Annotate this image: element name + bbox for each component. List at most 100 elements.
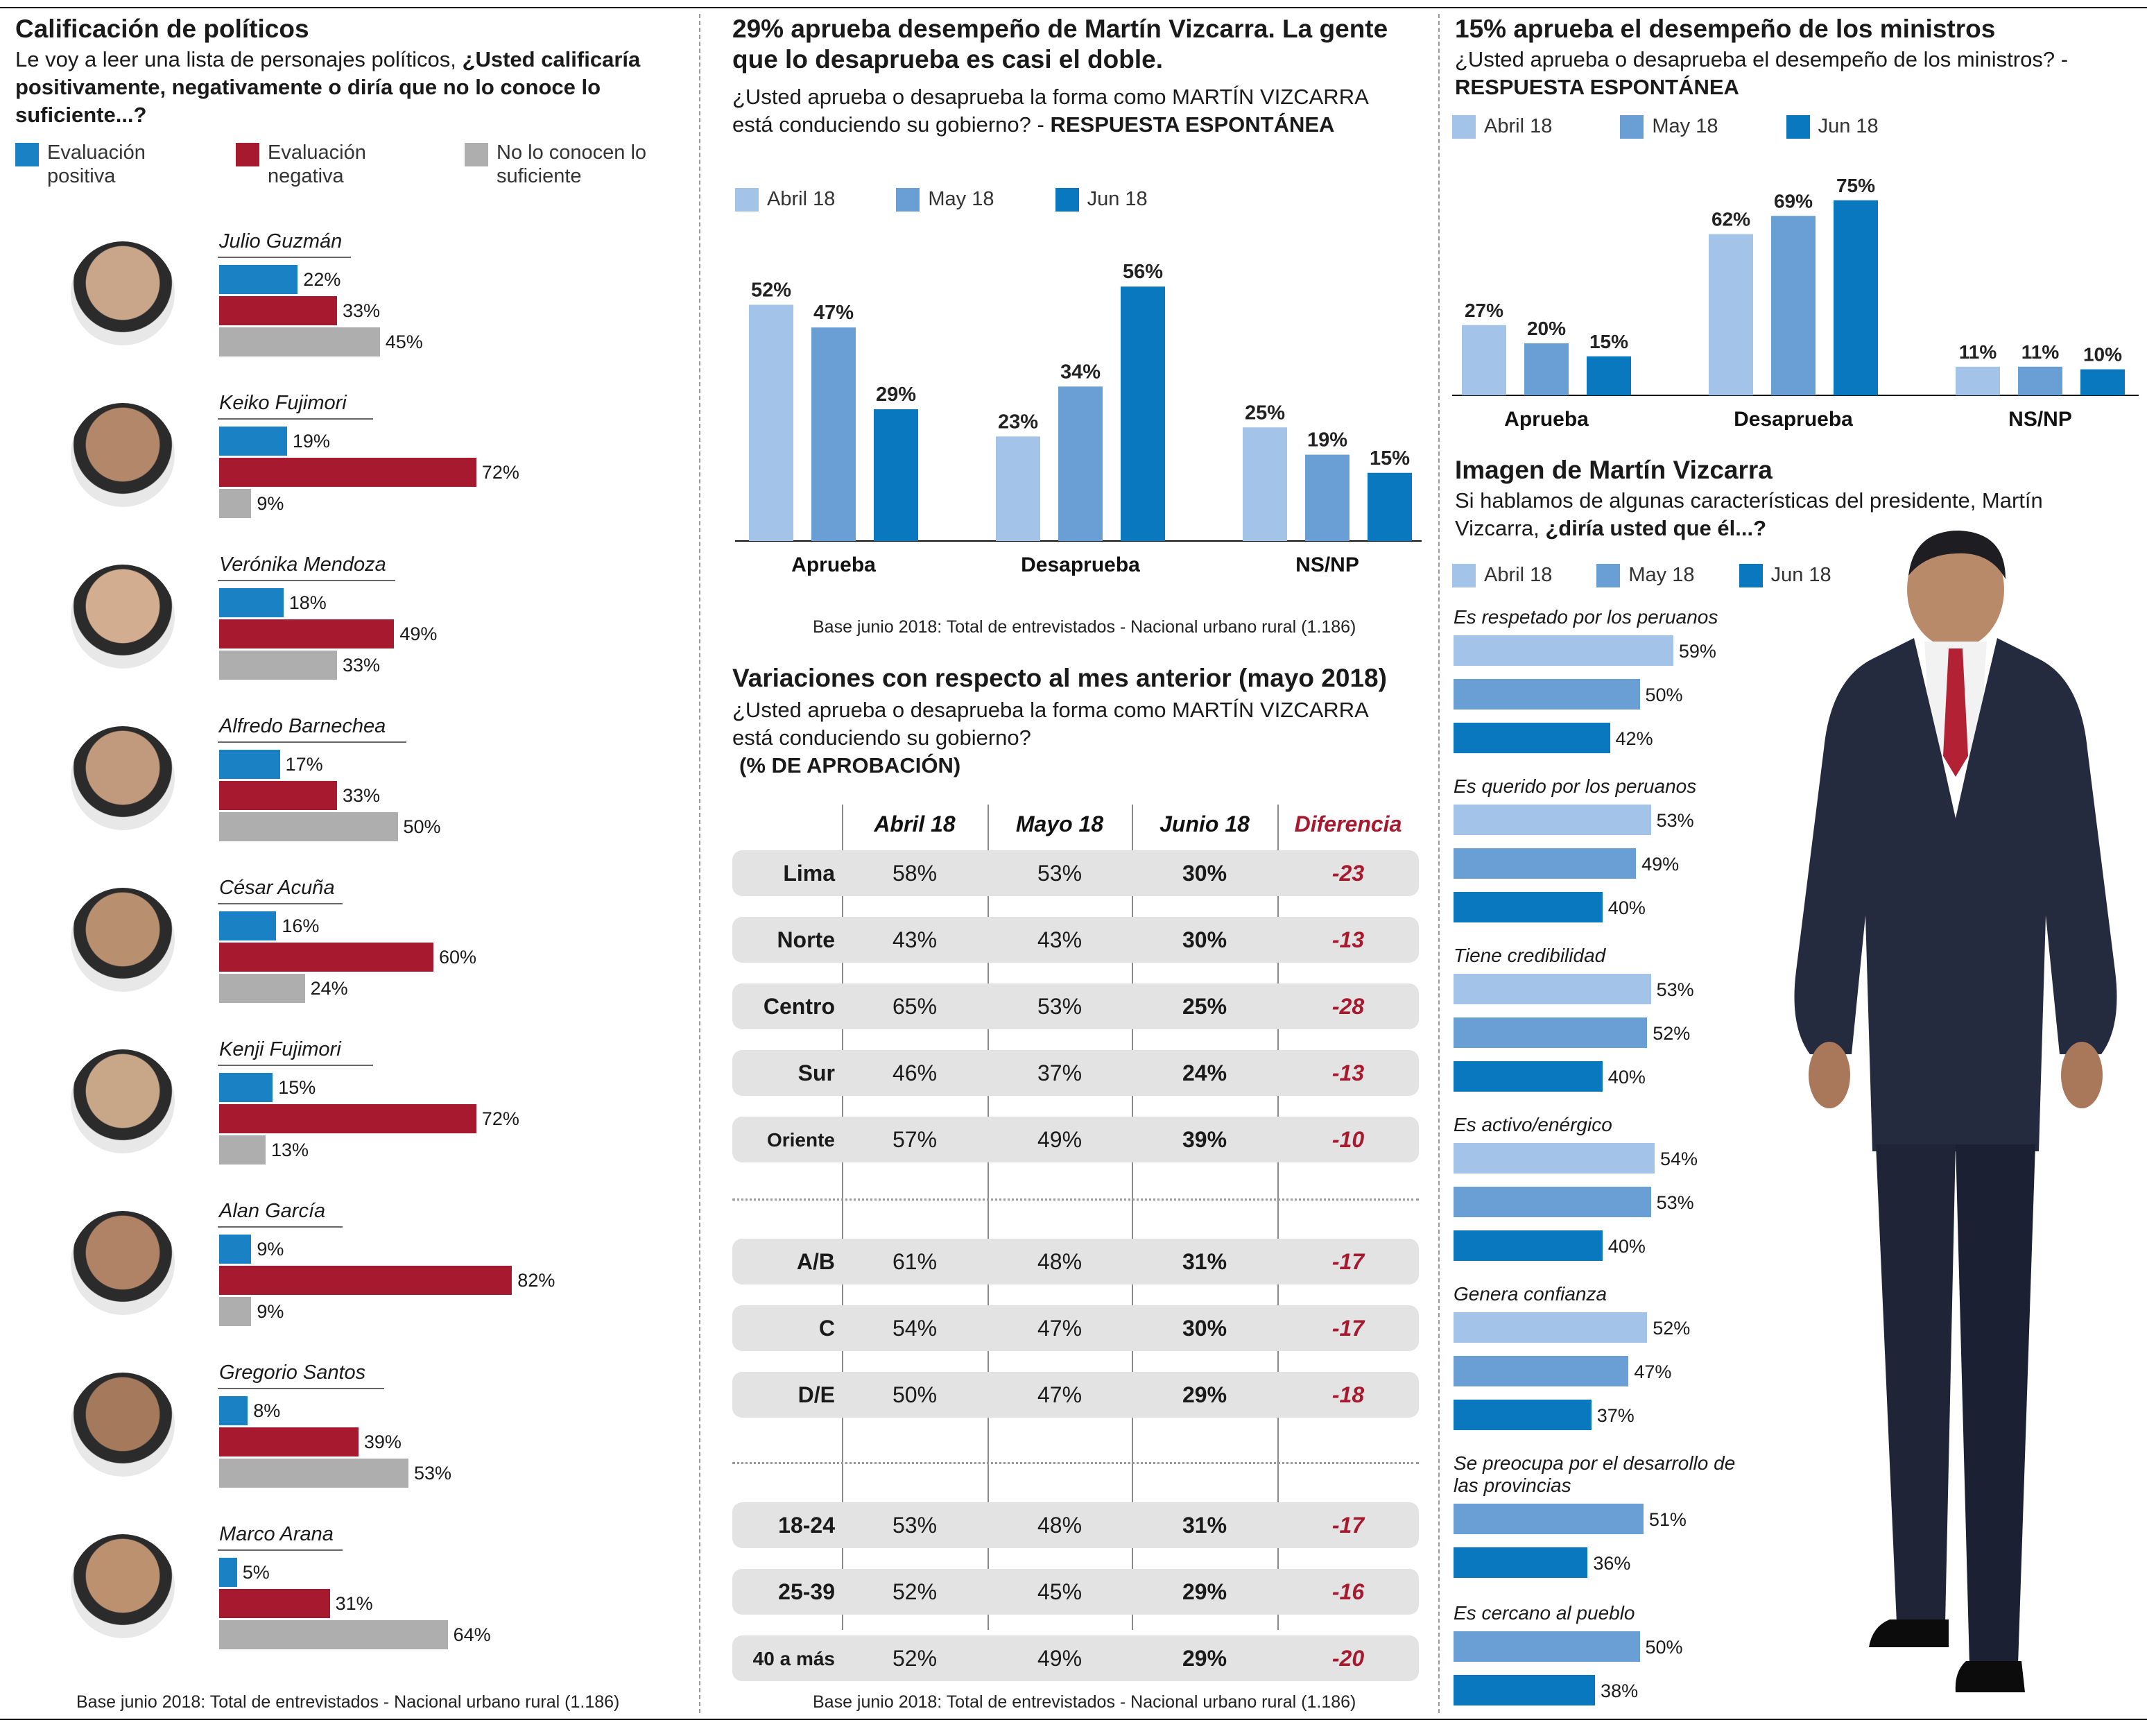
panel1-question-plain: Le voy a leer una lista de personajes po… — [15, 47, 456, 71]
chart-bar — [1305, 454, 1350, 541]
chart-bar — [2018, 366, 2062, 395]
chart-bar — [1834, 200, 1878, 395]
table-cell: -17 — [1331, 1249, 1365, 1274]
table-row — [732, 1239, 1419, 1284]
image-trait-bar — [1454, 1547, 1588, 1578]
chart-value-label: 27% — [1465, 300, 1503, 321]
image-trait-bar — [1454, 679, 1640, 710]
image-trait-value: 51% — [1648, 1509, 1687, 1530]
politician-bar — [219, 458, 476, 487]
politician-bar — [219, 1459, 408, 1488]
politician-bar-label: 13% — [270, 1140, 309, 1160]
image-trait-bar — [1454, 635, 1673, 666]
table-cell: 48% — [1037, 1249, 1083, 1274]
chart-value-label: 11% — [1959, 341, 1997, 363]
image-trait-bar — [1454, 1400, 1592, 1430]
politician-bar — [219, 1266, 512, 1295]
panel5-legend: Abril 18 May 18 Jun 18 — [1452, 563, 1831, 588]
legend-label-mayo: May 18 — [1652, 115, 1718, 137]
table-cell: 30% — [1182, 927, 1227, 952]
table-cell: 40 a más — [752, 1648, 835, 1669]
table-cell: 31% — [1182, 1513, 1227, 1538]
legend-swatch-mayo — [1620, 115, 1644, 139]
table-cell: 49% — [1037, 1127, 1083, 1152]
table-row — [732, 917, 1419, 963]
table-cell: 53% — [1037, 994, 1083, 1019]
politician-name: Alan García — [219, 1200, 326, 1222]
politician-name-underline — [218, 903, 343, 904]
politician-bar — [219, 1620, 448, 1649]
image-trait-value: 40% — [1607, 897, 1646, 918]
politician-bar-label: 5% — [242, 1562, 270, 1583]
table-cell: 18-24 — [778, 1513, 835, 1538]
table-cell: 29% — [1182, 1382, 1227, 1407]
politician-name: Marco Arana — [219, 1523, 334, 1545]
panel3-question-bold: RESPUESTA ESPONTÁNEA — [1455, 75, 1739, 99]
legend-swatch-negative — [236, 143, 259, 166]
table-cell: D/E — [797, 1382, 835, 1407]
table-row — [732, 1050, 1419, 1096]
image-trait-label: Es querido por los peruanos — [1454, 775, 1697, 797]
politician-bar — [219, 1427, 359, 1456]
chart-value-label: 10% — [2083, 344, 2122, 366]
panel2-question-plain: ¿Usted aprueba o desaprueba la forma com… — [732, 85, 1368, 137]
table-cell: 61% — [892, 1249, 938, 1274]
table-cell: -10 — [1331, 1127, 1365, 1152]
chart-value-label: 20% — [1527, 318, 1566, 339]
politician-bar — [219, 974, 305, 1003]
panel2-title: 29% aprueba desempeño de Martín Vizcarra… — [732, 15, 1388, 74]
politician-bar-label: 9% — [257, 493, 284, 514]
politician-bar — [219, 651, 337, 680]
photo-right-shoe — [1955, 1661, 2025, 1692]
panel4-question-bold: (% DE APROBACIÓN) — [739, 753, 961, 777]
table-cell: 52% — [892, 1579, 938, 1604]
panel1-question: Le voy a leer una lista de personajes po… — [15, 46, 681, 129]
chart-category-label: NS/NP — [1295, 553, 1359, 576]
table-cell: -16 — [1331, 1579, 1365, 1604]
image-trait-bar — [1454, 1312, 1648, 1343]
chart-value-label: 56% — [1123, 261, 1163, 283]
legend-swatch-junio — [1786, 115, 1810, 139]
table-cell: C — [818, 1316, 835, 1341]
image-trait-label: Es respetado por los peruanos — [1454, 606, 1718, 628]
table-cell: 53% — [892, 1513, 938, 1538]
table-cell: 50% — [892, 1382, 938, 1407]
table-row — [732, 1305, 1419, 1351]
politician-bar — [219, 1297, 252, 1326]
image-trait-value: 37% — [1596, 1405, 1635, 1426]
politician-bar — [219, 427, 287, 456]
image-trait-bar — [1454, 1356, 1629, 1386]
table-cell: 29% — [1182, 1646, 1227, 1671]
table-row — [732, 1117, 1419, 1162]
politician-bar-label: 33% — [342, 785, 380, 806]
politician-bar-label: 31% — [335, 1593, 373, 1614]
chart-value-label: 47% — [813, 302, 854, 324]
image-trait-value: 47% — [1634, 1361, 1672, 1382]
chart-bar — [1587, 356, 1631, 395]
photo-left-leg — [1876, 1144, 1956, 1623]
table-cell: 43% — [892, 927, 938, 952]
table-cell: 30% — [1182, 1316, 1227, 1341]
table-group-separator — [732, 1198, 1419, 1201]
table-cell: 65% — [892, 994, 938, 1019]
chart-bar — [1771, 216, 1816, 395]
table-row — [732, 1635, 1419, 1681]
panel4-question: ¿Usted aprueba o desaprueba la forma com… — [732, 698, 1368, 750]
table-cell: 53% — [1037, 861, 1083, 886]
table-row — [732, 983, 1419, 1029]
image-trait-bar — [1454, 892, 1603, 922]
politician-bar-label: 50% — [403, 816, 441, 837]
politician-name: César Acuña — [219, 877, 335, 899]
politician-bar — [219, 296, 337, 325]
politician-avatar — [71, 403, 175, 507]
image-trait-label: Genera confianza — [1454, 1283, 1607, 1305]
chart-bar — [1368, 472, 1412, 541]
legend-swatch-positive — [15, 143, 39, 166]
panel1-title: Calificación de políticos — [15, 15, 309, 43]
table-cell: -13 — [1331, 1060, 1365, 1085]
panel3-legend: Abril 18 May 18 Jun 18 — [1452, 114, 1879, 139]
politician-bar — [219, 1135, 266, 1165]
chart-value-label: 69% — [1774, 190, 1813, 212]
politician-bar-label: 18% — [288, 592, 327, 613]
chart-value-label: 15% — [1370, 447, 1410, 470]
